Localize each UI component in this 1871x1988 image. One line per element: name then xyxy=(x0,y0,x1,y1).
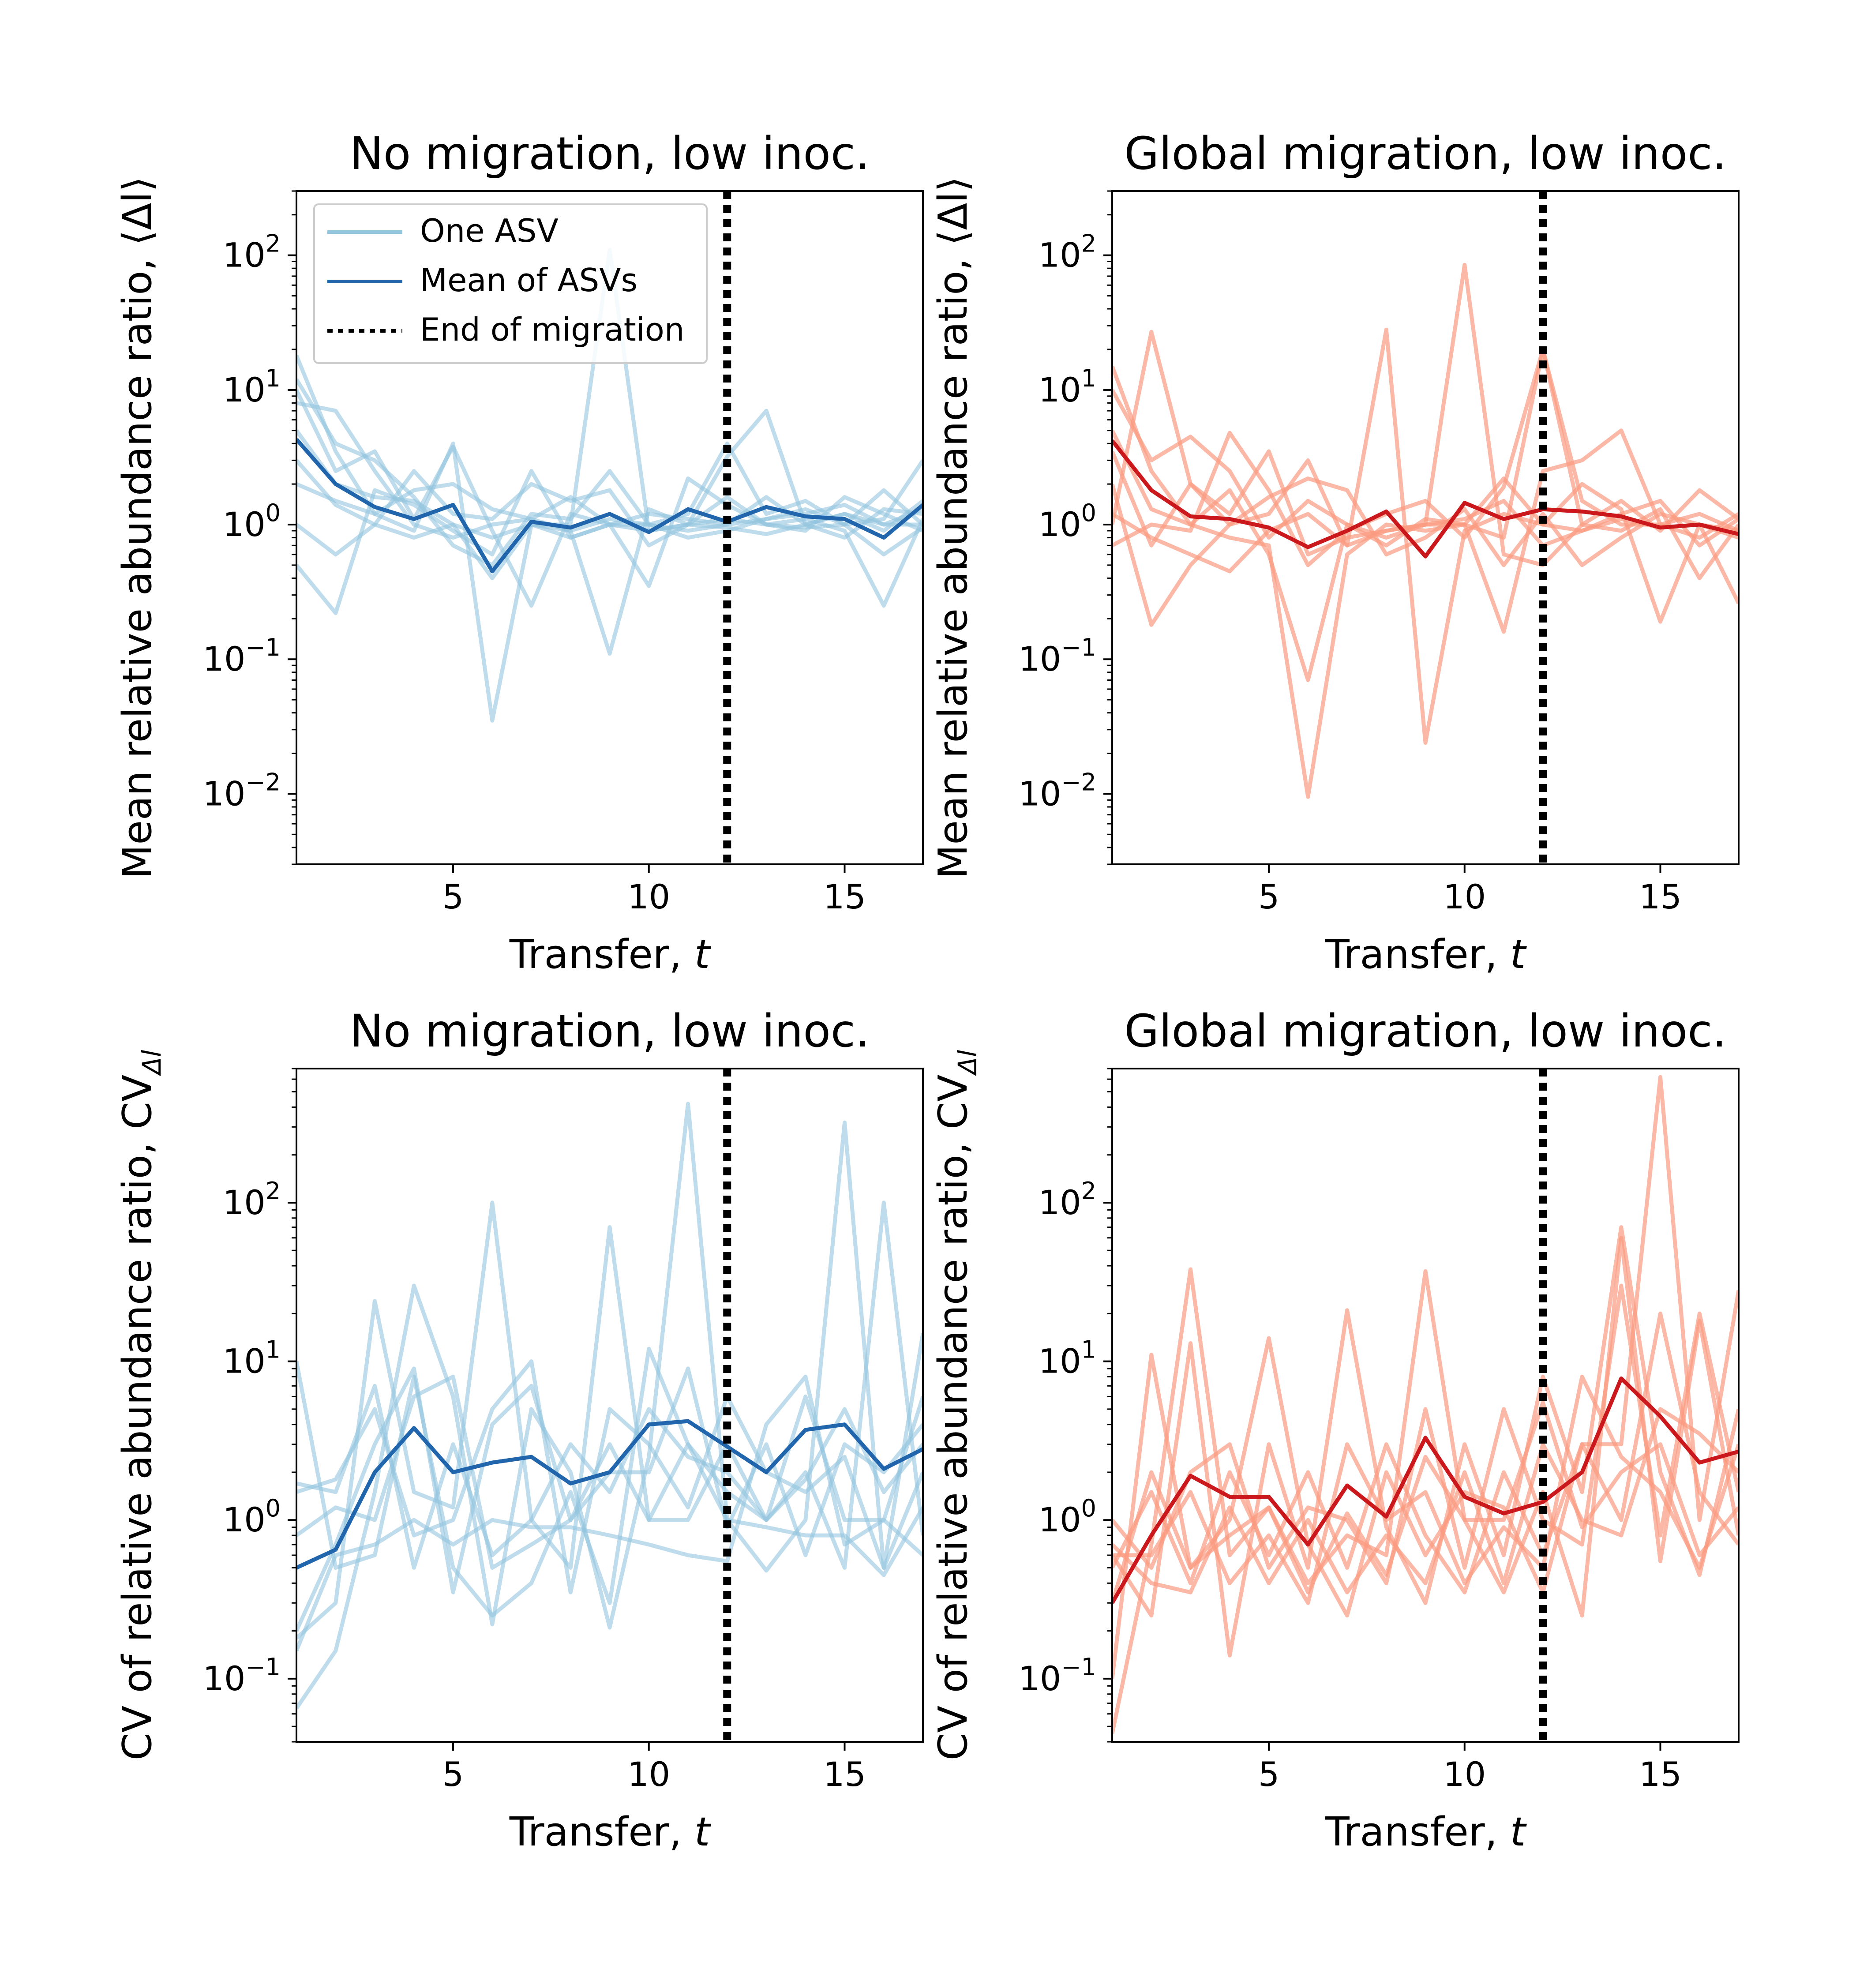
x-axis-label: Transfer, t xyxy=(1325,1809,1527,1855)
asv-series-line xyxy=(296,1374,923,1577)
chart-title: Global migration, low inoc. xyxy=(1124,128,1726,180)
x-tick-label: 10 xyxy=(627,1755,670,1794)
asv-series-line xyxy=(296,1374,923,1652)
x-axis-label: Transfer, t xyxy=(509,931,712,978)
asv-series-line xyxy=(1112,1374,1739,1605)
chart-panel-2: 5 10 15 10−2 10−1 100 101 102 Global migration, … xyxy=(930,128,1740,978)
x-tick-label: 5 xyxy=(1258,1755,1279,1794)
y-tick-label: 102 xyxy=(223,230,281,275)
mean-series-line xyxy=(1112,439,1739,559)
asv-series-line xyxy=(296,1102,923,1710)
mean-series-line xyxy=(1112,1376,1739,1604)
mean-series-line xyxy=(296,438,923,574)
x-tick-label: 10 xyxy=(1443,877,1486,916)
asv-series-line xyxy=(296,378,923,567)
legend-label: One ASV xyxy=(420,212,559,249)
asv-series-line xyxy=(1112,1236,1739,1734)
asv-series-line xyxy=(1112,1311,1739,1594)
asv-series-line xyxy=(1112,429,1739,682)
plot-lines xyxy=(296,1102,923,1710)
mean-series-line xyxy=(296,1419,923,1570)
y-tick-label: 10−1 xyxy=(203,634,281,679)
y-tick-label: 101 xyxy=(1039,364,1096,409)
y-tick-label: 10−2 xyxy=(1019,768,1096,813)
plot-frame xyxy=(1111,1068,1740,1743)
asv-series-line xyxy=(1112,1407,1739,1594)
legend-label: End of migration xyxy=(420,311,684,348)
y-tick-label: 10−1 xyxy=(1019,634,1096,679)
plot-frame xyxy=(1111,190,1740,865)
x-axis-label: Transfer, t xyxy=(509,1809,712,1855)
chart-panel-4: 5 10 15 10−1 100 101 102 Global migration, low … xyxy=(930,1005,1740,1855)
legend: One ASV Mean of ASVs End of migration xyxy=(313,203,708,364)
y-tick-label: 102 xyxy=(223,1177,281,1222)
asv-series-line xyxy=(296,1384,923,1570)
x-tick-label: 10 xyxy=(627,877,670,916)
chart-title: Global migration, low inoc. xyxy=(1124,1005,1726,1058)
y-tick-label: 100 xyxy=(223,499,281,544)
asv-series-line xyxy=(296,459,923,548)
y-tick-label: 100 xyxy=(1039,1494,1096,1539)
chart-panel-3: 5 10 15 10−1 100 101 102 No migration, low inoc… xyxy=(114,1005,924,1855)
legend-label: Mean of ASVs xyxy=(420,262,637,299)
legend-box xyxy=(313,203,708,364)
asv-series-line xyxy=(1112,1400,1739,1604)
asv-series-line xyxy=(1112,389,1739,634)
plot-lines xyxy=(1112,1075,1739,1734)
chart-title: No migration, low inoc. xyxy=(350,1005,870,1058)
y-tick-label: 101 xyxy=(223,1336,281,1381)
y-axis-label: Mean relative abundance ratio, ⟨Δl⟩ xyxy=(930,176,976,879)
asv-series-line xyxy=(1112,327,1739,745)
y-tick-label: 10−1 xyxy=(1019,1653,1096,1698)
asv-series-line xyxy=(296,482,923,540)
x-tick-label: 15 xyxy=(1639,877,1682,916)
plot-frame xyxy=(296,1068,924,1743)
x-tick-label: 5 xyxy=(1258,877,1279,916)
plot-lines xyxy=(1112,263,1739,799)
x-tick-label: 5 xyxy=(442,877,464,916)
plot-frame xyxy=(296,190,924,865)
x-tick-label: 15 xyxy=(1639,1755,1682,1794)
chart-panel-1: 5 10 15 10−2 10−1 100 101 102 No migration, low … xyxy=(114,128,924,978)
asv-series-line xyxy=(1112,450,1739,567)
y-tick-label: 102 xyxy=(1039,1177,1096,1222)
plot-lines xyxy=(296,248,923,723)
x-tick-label: 15 xyxy=(823,1755,866,1794)
y-tick-label: 101 xyxy=(223,364,281,409)
y-tick-label: 10−1 xyxy=(203,1653,281,1698)
chart-title: No migration, low inoc. xyxy=(350,128,870,180)
y-tick-label: 10−2 xyxy=(203,768,281,813)
y-axis-label: CV of relative abundance ratio, CVΔl xyxy=(930,1050,982,1761)
x-tick-label: 10 xyxy=(1443,1755,1486,1794)
y-tick-label: 100 xyxy=(223,1494,281,1539)
y-axis-label: Mean relative abundance ratio, ⟨Δl⟩ xyxy=(114,176,161,879)
asv-series-line xyxy=(1112,1283,1739,1585)
y-tick-label: 101 xyxy=(1039,1336,1096,1381)
y-axis-label: CV of relative abundance ratio, CVΔl xyxy=(114,1050,167,1761)
y-tick-label: 100 xyxy=(1039,499,1096,544)
x-tick-label: 15 xyxy=(823,877,866,916)
x-axis-label: Transfer, t xyxy=(1325,931,1527,978)
asv-series-line xyxy=(296,1359,923,1594)
x-tick-label: 5 xyxy=(442,1755,464,1794)
y-tick-label: 102 xyxy=(1039,230,1096,275)
